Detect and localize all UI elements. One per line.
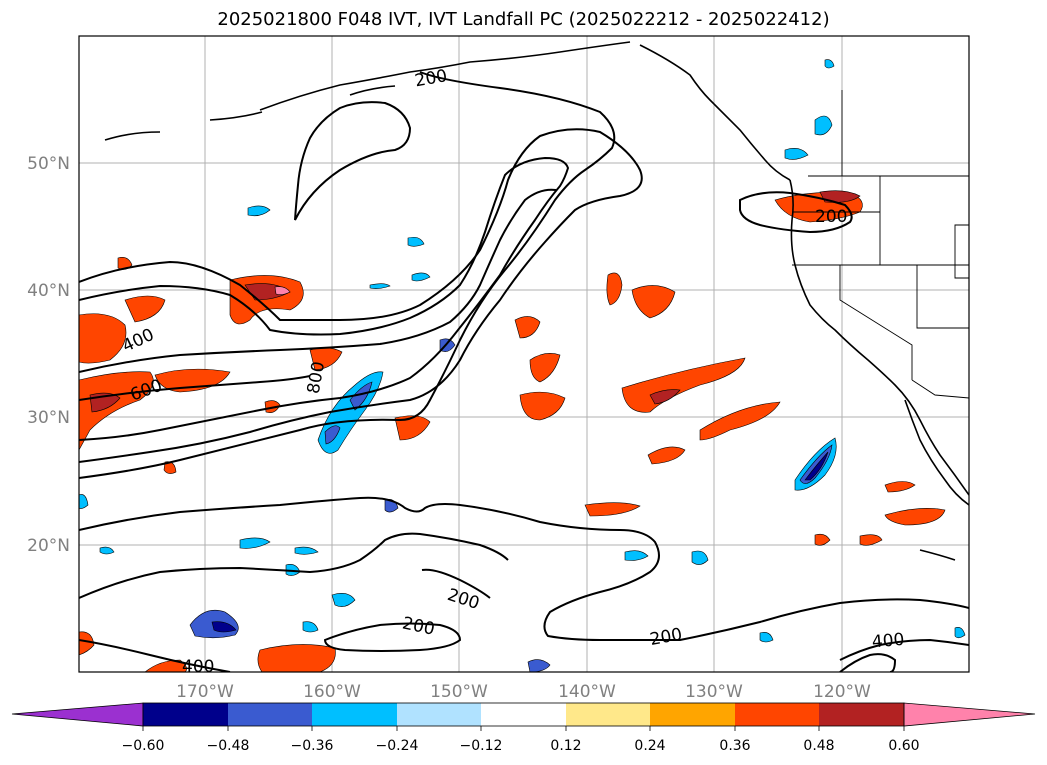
colorbar-tick-label: 0.12: [550, 738, 581, 754]
colorbar-segment: [650, 703, 735, 726]
colorbar-tick-label: −0.12: [460, 738, 503, 754]
colorbar-tick-label: −0.36: [291, 738, 334, 754]
contour-label: 400: [871, 630, 905, 653]
colorbar-tick-label: −0.24: [376, 738, 419, 754]
lon-label: 130°W: [685, 682, 743, 702]
colorbar-tick-label: −0.48: [207, 738, 250, 754]
colorbar-segment: [312, 703, 397, 726]
colorbar-segment: [819, 703, 904, 726]
map-title: 2025021800 F048 IVT, IVT Landfall PC (20…: [217, 9, 830, 30]
negative-anomaly-patches: [79, 59, 966, 672]
lat-label: 30°N: [27, 408, 70, 428]
coastlines: [104, 41, 969, 561]
lon-label: 170°W: [176, 682, 234, 702]
colorbar-tick-label: 0.48: [803, 738, 834, 754]
contour-label: 400: [182, 657, 214, 677]
lat-label: 20°N: [27, 536, 70, 556]
ivt-contours: [79, 71, 969, 672]
colorbar-segment: [735, 703, 819, 726]
colorbar-tick-label: 0.36: [719, 738, 750, 754]
colorbar-segment: [481, 703, 566, 726]
political-borders: [792, 90, 969, 399]
contour-label: 200: [815, 207, 847, 227]
colorbar-tick-label: 0.60: [888, 738, 919, 754]
colorbar-tick-label: −0.60: [122, 738, 165, 754]
colorbar-tick-label: 0.24: [634, 738, 665, 754]
colorbar-segment: [228, 703, 312, 726]
lat-label: 40°N: [27, 281, 70, 301]
colorbar-segment: [397, 703, 481, 726]
plot-area: [79, 36, 969, 672]
lon-label: 160°W: [303, 682, 361, 702]
colorbar-extend-high: [903, 702, 1036, 727]
colorbar: −0.60 −0.48 −0.36 −0.24 −0.12 0.12 0.24 …: [11, 702, 1036, 754]
positive-anomaly-patches: [79, 190, 946, 672]
colorbar-frame: [142, 702, 905, 727]
colorbar-segment: [566, 703, 650, 726]
lon-label: 150°W: [430, 682, 488, 702]
plot-frame: [78, 35, 970, 673]
lon-label: 140°W: [558, 682, 616, 702]
lon-label: 120°W: [813, 682, 871, 702]
lat-label: 50°N: [27, 154, 70, 174]
colorbar-segment: [143, 703, 228, 726]
colorbar-extend-low: [11, 702, 144, 727]
